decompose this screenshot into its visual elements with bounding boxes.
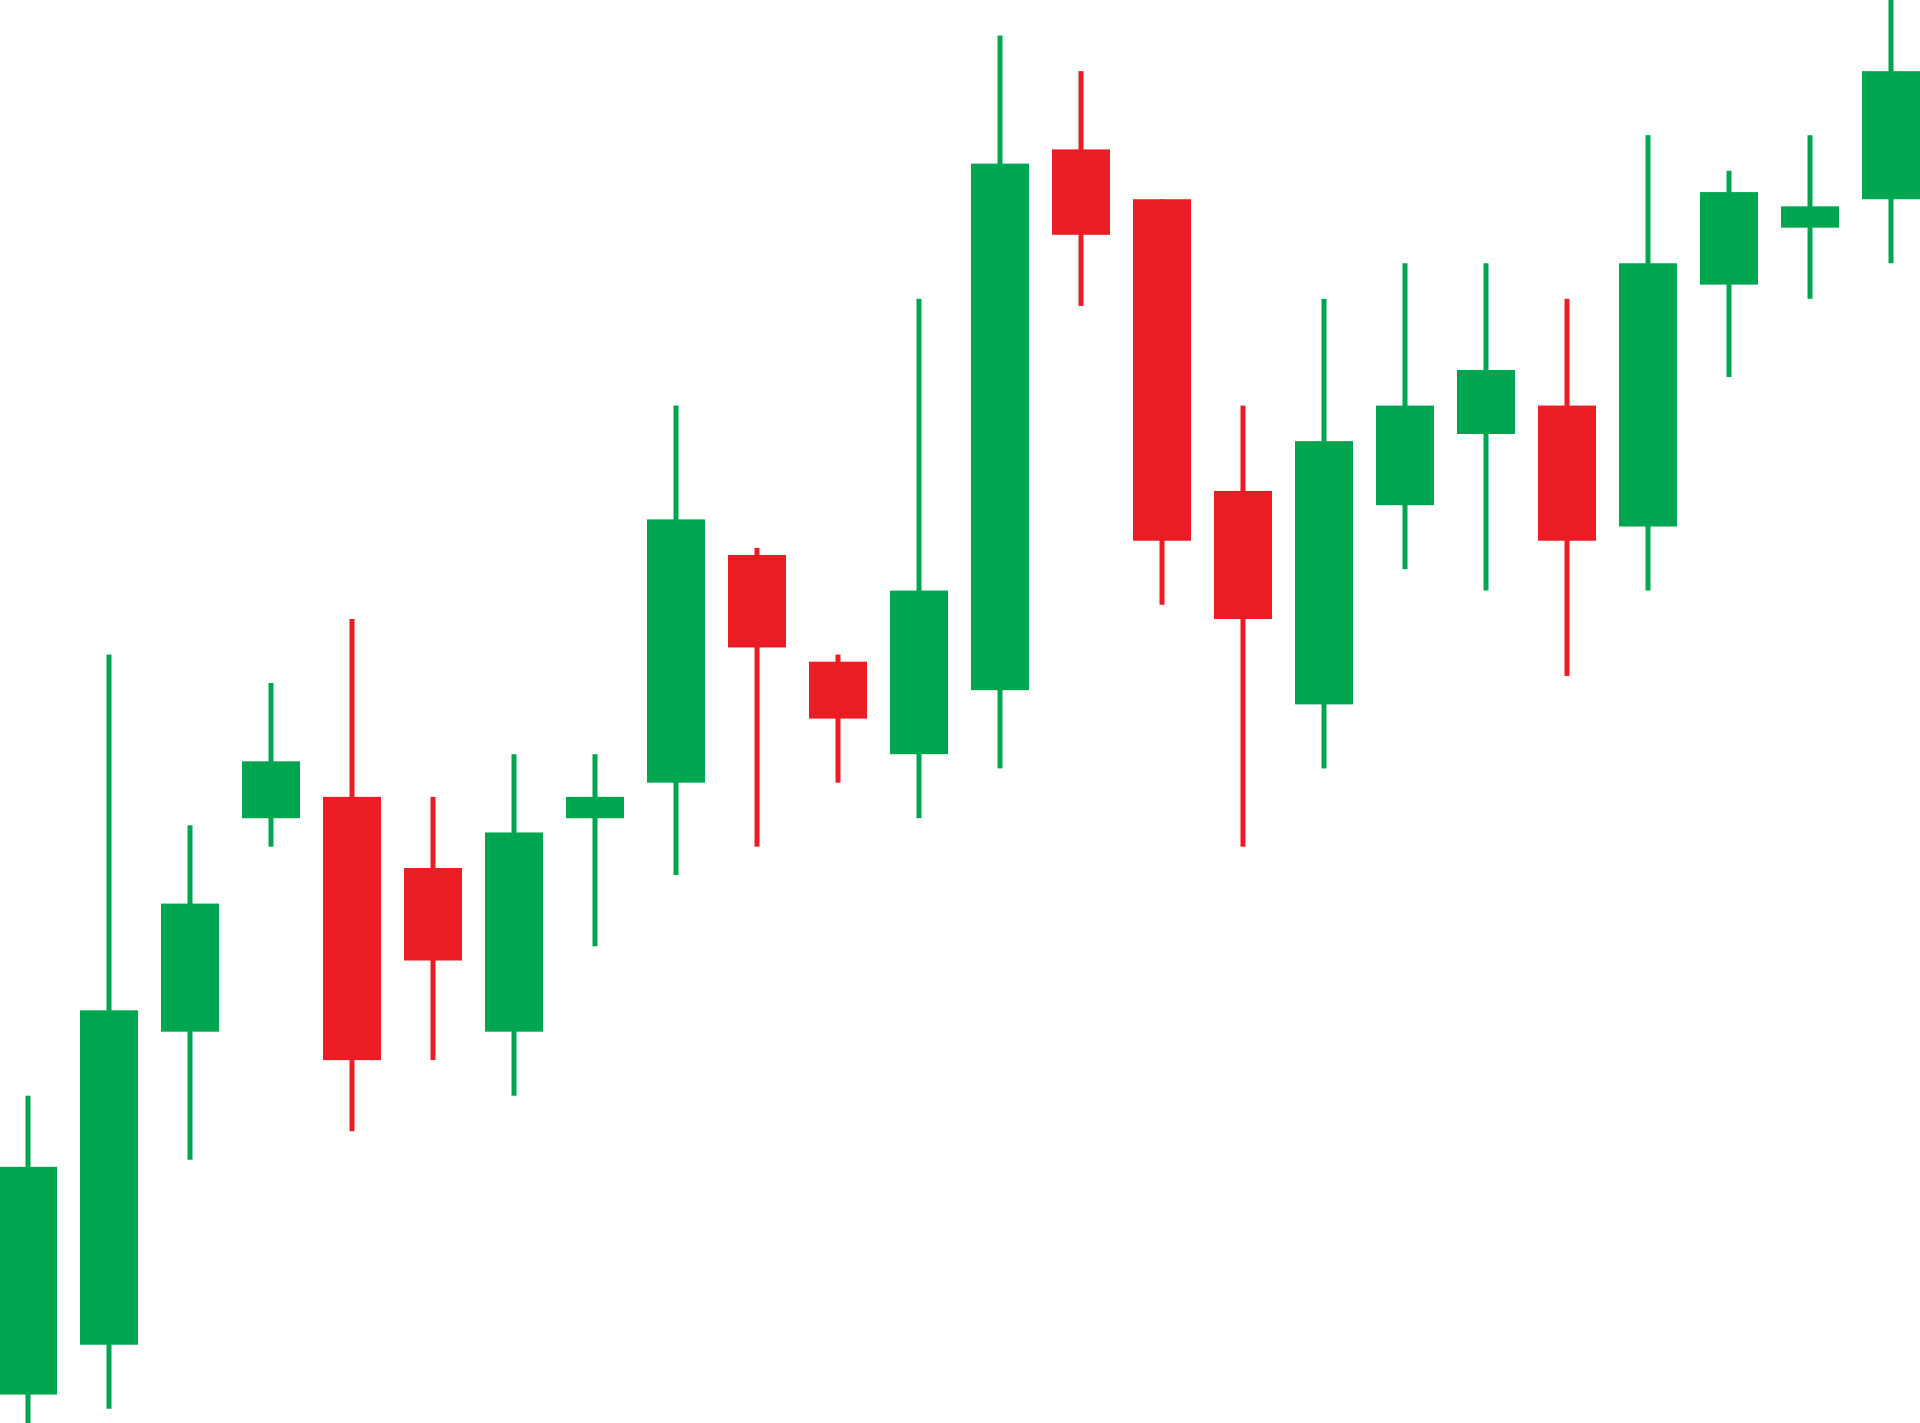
candle-body-up bbox=[242, 761, 300, 819]
candle-5 bbox=[323, 619, 381, 1132]
candle-17 bbox=[1295, 298, 1353, 769]
candle-18 bbox=[1376, 263, 1434, 570]
candle-14 bbox=[1052, 71, 1110, 306]
candle-body-up bbox=[0, 1166, 57, 1395]
candle-body-up bbox=[1376, 405, 1434, 506]
candle-body-up bbox=[161, 903, 219, 1032]
candle-body-down bbox=[1538, 405, 1596, 541]
candle-body-up bbox=[1619, 263, 1677, 527]
candle-23 bbox=[1781, 135, 1839, 299]
candle-body-up bbox=[1781, 206, 1839, 228]
candle-body-down bbox=[1052, 149, 1110, 235]
candle-body-up bbox=[647, 519, 705, 783]
candle-16 bbox=[1214, 405, 1272, 847]
candle-wick bbox=[754, 547, 760, 847]
candle-body-down bbox=[404, 868, 462, 961]
candle-2 bbox=[80, 654, 138, 1409]
candle-body-up bbox=[1457, 369, 1515, 435]
candle-8 bbox=[566, 754, 624, 947]
candle-body-down bbox=[323, 796, 381, 1061]
candle-6 bbox=[404, 796, 462, 1061]
candle-7 bbox=[485, 754, 543, 1096]
candle-4 bbox=[242, 683, 300, 847]
candle-19 bbox=[1457, 263, 1515, 591]
candle-13 bbox=[971, 35, 1029, 769]
candle-body-up bbox=[485, 832, 543, 1032]
candle-body-down bbox=[728, 554, 786, 648]
candle-body-up bbox=[971, 163, 1029, 691]
candle-15 bbox=[1133, 199, 1191, 605]
candle-12 bbox=[890, 298, 948, 819]
candle-wick bbox=[1240, 405, 1246, 847]
candle-3 bbox=[161, 825, 219, 1160]
candle-body-up bbox=[1700, 192, 1758, 285]
candle-9 bbox=[647, 405, 705, 876]
candle-body-up bbox=[566, 796, 624, 819]
candle-20 bbox=[1538, 298, 1596, 676]
candle-21 bbox=[1619, 135, 1677, 591]
candle-1 bbox=[0, 1095, 57, 1423]
candle-11 bbox=[809, 654, 867, 783]
candle-wick bbox=[916, 298, 922, 819]
candle-10 bbox=[728, 547, 786, 847]
candle-24 bbox=[1862, 0, 1920, 264]
candle-body-down bbox=[1214, 490, 1272, 620]
candle-body-down bbox=[809, 661, 867, 719]
candle-body-up bbox=[1862, 71, 1920, 200]
candle-22 bbox=[1700, 170, 1758, 378]
candle-wick bbox=[592, 754, 598, 947]
candle-body-down bbox=[1133, 199, 1191, 541]
candle-body-up bbox=[1295, 441, 1353, 705]
candle-body-up bbox=[80, 1010, 138, 1345]
candle-body-up bbox=[890, 590, 948, 755]
